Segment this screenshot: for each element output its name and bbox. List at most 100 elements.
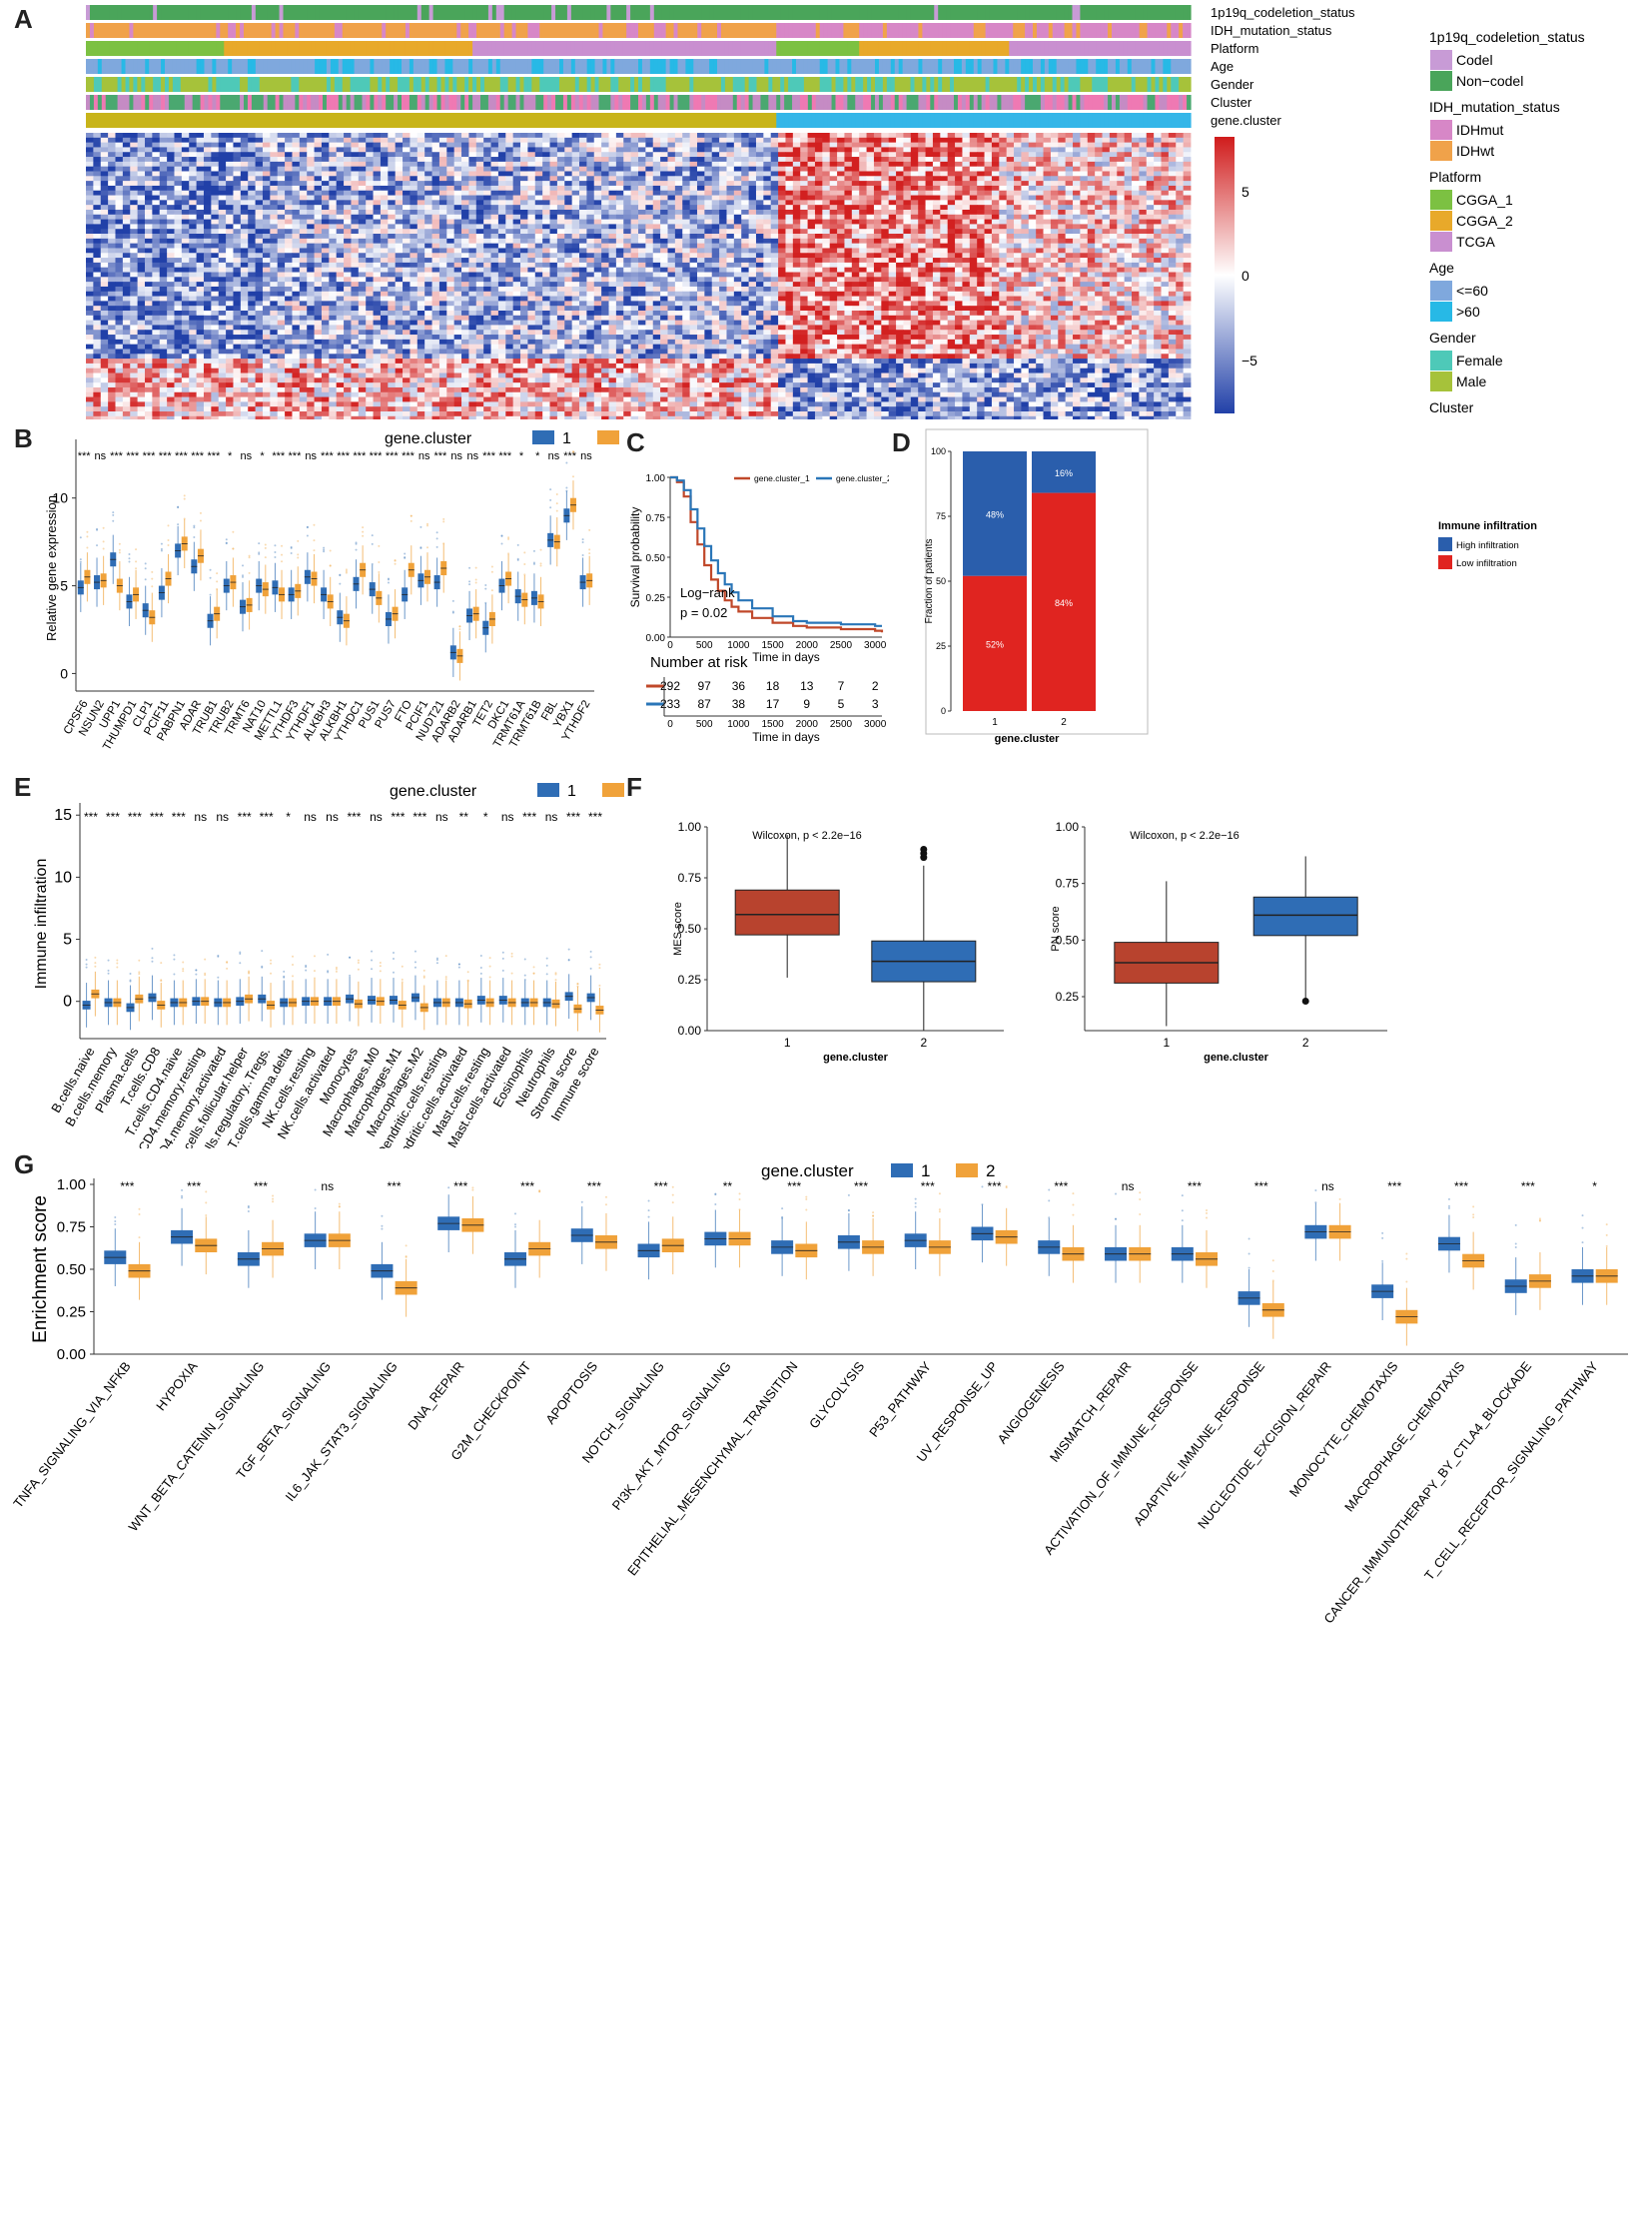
track-cell <box>105 5 111 20</box>
heatmap-cell <box>549 185 558 192</box>
track-cell <box>570 113 576 128</box>
heatmap-cell <box>144 209 153 216</box>
heatmap-cell <box>1168 195 1177 201</box>
track-cell <box>192 113 198 128</box>
heatmap-cell <box>991 219 1000 225</box>
heatmap-cell <box>336 147 345 153</box>
track-cell <box>350 113 356 128</box>
track-cell <box>697 5 702 20</box>
track-cell <box>578 41 584 56</box>
heatmap-cell <box>505 214 514 220</box>
heatmap-cell <box>527 200 536 206</box>
track-cell <box>204 59 210 74</box>
heatmap-cell <box>903 166 912 172</box>
track-cell <box>957 5 963 20</box>
heatmap-cell <box>196 181 205 187</box>
heatmap-cell <box>196 224 205 230</box>
heatmap-cell <box>1102 205 1111 211</box>
heatmap-cell <box>461 214 469 220</box>
heatmap-cell <box>174 166 183 172</box>
heatmap-cell <box>733 152 742 158</box>
track-cell <box>394 95 399 110</box>
heatmap-cell <box>86 209 94 216</box>
heatmap-cell <box>704 205 713 211</box>
track-cell <box>1131 95 1137 110</box>
heatmap-cell <box>108 147 116 153</box>
track-cell <box>97 77 103 92</box>
track-cell <box>720 59 726 74</box>
track-cell <box>386 95 391 110</box>
track-cell <box>319 113 324 128</box>
track-cell <box>859 5 864 20</box>
heatmap-cell <box>748 176 757 182</box>
heatmap-cell <box>800 195 808 201</box>
track-cell <box>1056 77 1062 92</box>
heatmap-cell <box>549 166 558 172</box>
heatmap-cell <box>748 147 757 153</box>
heatmap-cell <box>336 166 345 172</box>
track-cell <box>744 23 750 38</box>
track-cell <box>319 95 324 110</box>
heatmap-cell <box>696 176 705 182</box>
heatmap-cell <box>475 190 484 196</box>
heatmap-cell <box>1168 219 1177 225</box>
heatmap-cell <box>137 214 146 220</box>
heatmap-cell <box>667 133 676 139</box>
track-cell <box>444 77 449 92</box>
heatmap-cell <box>255 200 264 206</box>
track-cell <box>938 59 943 74</box>
heatmap-cell <box>910 219 919 225</box>
heatmap-cell <box>1161 200 1170 206</box>
heatmap-cell <box>292 142 301 148</box>
heatmap-cell <box>991 214 1000 220</box>
heatmap-cell <box>159 166 168 172</box>
heatmap-cell <box>940 219 949 225</box>
track-cell <box>709 77 714 92</box>
heatmap-cell <box>667 161 676 168</box>
heatmap-cell <box>822 219 831 225</box>
track-cell <box>1187 41 1192 56</box>
heatmap-cell <box>483 157 491 163</box>
track-cell <box>562 77 568 92</box>
track-cell <box>689 77 694 92</box>
track-cell <box>586 77 592 92</box>
track-cell <box>780 41 785 56</box>
track-cell <box>511 95 517 110</box>
track-cell <box>618 113 623 128</box>
heatmap-cell <box>203 133 212 139</box>
heatmap-cell <box>416 224 425 230</box>
heatmap-cell <box>770 181 779 187</box>
heatmap-cell <box>410 195 418 201</box>
heatmap-cell <box>873 171 882 177</box>
track-cell <box>641 95 647 110</box>
heatmap-cell <box>1154 200 1162 206</box>
heatmap-cell <box>115 190 124 196</box>
heatmap-cell <box>233 181 242 187</box>
heatmap-cell <box>652 133 661 139</box>
heatmap-cell <box>925 133 934 139</box>
track-cell <box>815 77 821 92</box>
track-cell <box>942 23 947 38</box>
track-cell <box>661 23 667 38</box>
track-cell <box>247 41 253 56</box>
track-cell <box>413 23 418 38</box>
track-cell <box>436 5 442 20</box>
track-cell <box>275 113 281 128</box>
track-cell <box>295 95 300 110</box>
heatmap-cell <box>704 152 713 158</box>
heatmap-cell <box>608 176 617 182</box>
heatmap-cell <box>1117 209 1126 216</box>
heatmap-cell <box>203 229 212 235</box>
heatmap-cell <box>453 147 462 153</box>
heatmap-cell <box>770 214 779 220</box>
track-cell <box>1096 5 1101 20</box>
heatmap-cell <box>733 195 742 201</box>
heatmap-cell <box>226 214 234 220</box>
track-cell <box>724 59 730 74</box>
heatmap-cell <box>285 205 293 211</box>
heatmap-cell <box>881 152 890 158</box>
track-cell <box>342 59 348 74</box>
heatmap-cell <box>1154 166 1162 172</box>
heatmap-cell <box>152 214 161 220</box>
track-cell <box>618 41 623 56</box>
